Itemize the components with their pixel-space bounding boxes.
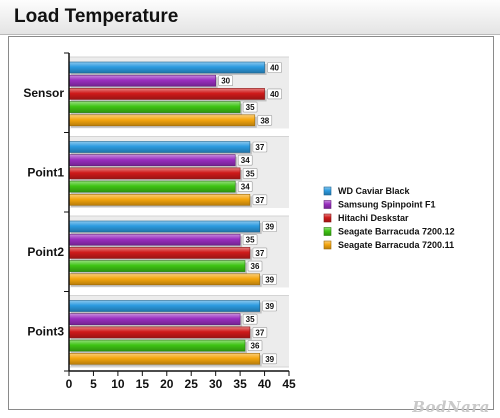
- data-label-box: [218, 75, 233, 86]
- bar: [68, 300, 260, 312]
- data-label: 35: [246, 315, 255, 324]
- category-label: Point1: [27, 165, 64, 179]
- chart-title: Load Temperature: [14, 6, 179, 27]
- legend-swatch: [323, 186, 332, 196]
- data-label-box: [242, 313, 258, 325]
- data-label: 35: [246, 236, 255, 245]
- data-label: 35: [246, 169, 255, 178]
- data-label: 35: [246, 103, 255, 112]
- data-label-box: [262, 273, 277, 285]
- bar: [68, 74, 216, 87]
- data-label-box: [242, 234, 258, 245]
- data-label: 34: [241, 156, 250, 165]
- data-label-box: [252, 327, 268, 338]
- bar: [68, 101, 241, 113]
- bar: [68, 167, 241, 180]
- category-label: Point2: [27, 245, 64, 259]
- x-tick-label: 25: [185, 377, 199, 391]
- data-label-box: [237, 181, 253, 192]
- data-label: 37: [255, 328, 264, 337]
- legend-swatch: [323, 213, 332, 223]
- x-tick-label: 40: [258, 377, 272, 391]
- bar: [68, 352, 260, 365]
- legend-label: Seagate Barracuda 7200.12: [338, 227, 455, 237]
- bar: [68, 220, 260, 233]
- x-tick-label: 10: [111, 377, 125, 391]
- data-label: 38: [260, 116, 269, 125]
- data-label-box: [267, 62, 282, 73]
- data-label: 37: [255, 143, 264, 152]
- category-label: Sensor: [23, 86, 64, 100]
- data-label: 30: [221, 77, 230, 86]
- data-label-box: [242, 101, 258, 113]
- data-label: 39: [265, 302, 274, 311]
- bar: [68, 180, 236, 193]
- legend-label: Seagate Barracuda 7200.11: [338, 240, 454, 250]
- data-label: 39: [265, 355, 274, 364]
- data-label-box: [262, 353, 277, 365]
- data-label-box: [237, 154, 253, 166]
- data-label-box: [252, 141, 268, 153]
- watermark-logo: BodNara: [412, 398, 490, 416]
- data-label: 36: [251, 342, 260, 351]
- bar: [68, 247, 251, 259]
- x-tick-label: 35: [233, 377, 247, 391]
- data-label-box: [262, 221, 277, 232]
- data-label: 39: [265, 223, 274, 232]
- data-label-box: [247, 260, 263, 272]
- data-label-box: [252, 247, 268, 259]
- data-label: 34: [241, 183, 250, 192]
- data-label: 40: [270, 90, 279, 99]
- bar: [68, 141, 251, 153]
- data-label: 36: [251, 262, 260, 271]
- data-label: 37: [255, 196, 264, 205]
- data-label: 40: [270, 64, 279, 73]
- legend-label: WD Caviar Black: [338, 186, 411, 196]
- data-label: 39: [265, 275, 274, 284]
- x-tick-label: 20: [160, 377, 174, 391]
- bar: [68, 313, 241, 326]
- bar: [68, 260, 246, 272]
- x-tick-label: 5: [90, 377, 97, 391]
- legend-label: Samsung Spinpoint F1: [338, 200, 436, 210]
- legend-swatch: [323, 240, 332, 250]
- bar: [68, 194, 251, 206]
- legend-swatch: [323, 200, 332, 209]
- data-label-box: [247, 340, 263, 351]
- bar: [68, 326, 251, 339]
- bar: [68, 339, 246, 352]
- legend-label: Hitachi Deskstar: [338, 213, 409, 223]
- bar: [68, 233, 241, 246]
- data-label-box: [242, 168, 258, 179]
- bar: [68, 154, 236, 166]
- data-label: 37: [255, 249, 264, 258]
- x-tick-label: 0: [66, 377, 73, 391]
- x-tick-label: 15: [136, 377, 150, 391]
- x-tick-label: 45: [282, 377, 296, 391]
- data-label-box: [252, 194, 268, 206]
- x-tick-label: 30: [209, 377, 223, 391]
- data-label-box: [262, 300, 277, 312]
- category-label: Point3: [27, 324, 64, 338]
- data-label-box: [267, 88, 282, 100]
- legend-swatch: [323, 227, 332, 236]
- data-label-box: [257, 115, 273, 126]
- title-bar: Load Temperature: [0, 0, 500, 35]
- bar: [68, 61, 265, 74]
- bar: [68, 88, 265, 100]
- bar: [68, 273, 260, 286]
- bar: [68, 114, 256, 127]
